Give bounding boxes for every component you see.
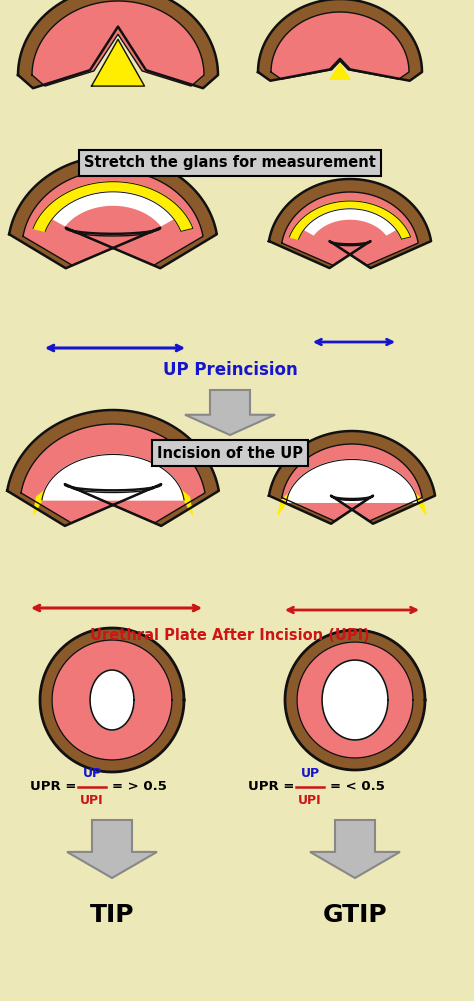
Text: UP Preincision: UP Preincision xyxy=(163,361,297,379)
Polygon shape xyxy=(269,431,435,524)
Text: Stretch the glans for measurement: Stretch the glans for measurement xyxy=(84,155,376,170)
Polygon shape xyxy=(32,1,204,86)
Polygon shape xyxy=(271,12,409,79)
Polygon shape xyxy=(33,182,193,231)
Polygon shape xyxy=(42,454,184,499)
Polygon shape xyxy=(282,192,418,265)
Polygon shape xyxy=(330,64,350,79)
Polygon shape xyxy=(90,670,134,730)
Polygon shape xyxy=(182,490,192,515)
Text: UPR =: UPR = xyxy=(30,781,76,794)
Text: Incision of the UP: Incision of the UP xyxy=(157,445,303,460)
Polygon shape xyxy=(91,39,145,86)
Polygon shape xyxy=(21,424,205,523)
Polygon shape xyxy=(286,459,418,503)
Text: UPI: UPI xyxy=(80,794,104,807)
Polygon shape xyxy=(258,0,422,81)
Text: = > 0.5: = > 0.5 xyxy=(112,781,167,794)
Text: UP: UP xyxy=(301,767,319,780)
Polygon shape xyxy=(285,630,425,770)
Polygon shape xyxy=(278,493,289,515)
Polygon shape xyxy=(297,642,413,758)
Polygon shape xyxy=(415,493,426,515)
Polygon shape xyxy=(67,820,157,878)
Polygon shape xyxy=(53,192,173,225)
Polygon shape xyxy=(9,156,217,268)
Polygon shape xyxy=(322,660,388,740)
Polygon shape xyxy=(304,209,396,235)
Text: TIP: TIP xyxy=(90,903,134,927)
Text: UPR =: UPR = xyxy=(248,781,294,794)
Polygon shape xyxy=(23,170,203,265)
Polygon shape xyxy=(185,390,275,435)
Polygon shape xyxy=(34,490,45,515)
Text: UP: UP xyxy=(82,767,101,780)
Text: Urethral Plate After Incision (UPI): Urethral Plate After Incision (UPI) xyxy=(90,628,370,643)
Polygon shape xyxy=(289,201,410,239)
Polygon shape xyxy=(282,444,422,521)
Polygon shape xyxy=(269,179,431,268)
Polygon shape xyxy=(52,640,172,760)
Polygon shape xyxy=(40,628,184,772)
Text: UPI: UPI xyxy=(298,794,322,807)
Polygon shape xyxy=(18,0,218,88)
Text: = < 0.5: = < 0.5 xyxy=(330,781,385,794)
Polygon shape xyxy=(7,410,219,526)
Polygon shape xyxy=(310,820,400,878)
Text: GTIP: GTIP xyxy=(323,903,387,927)
